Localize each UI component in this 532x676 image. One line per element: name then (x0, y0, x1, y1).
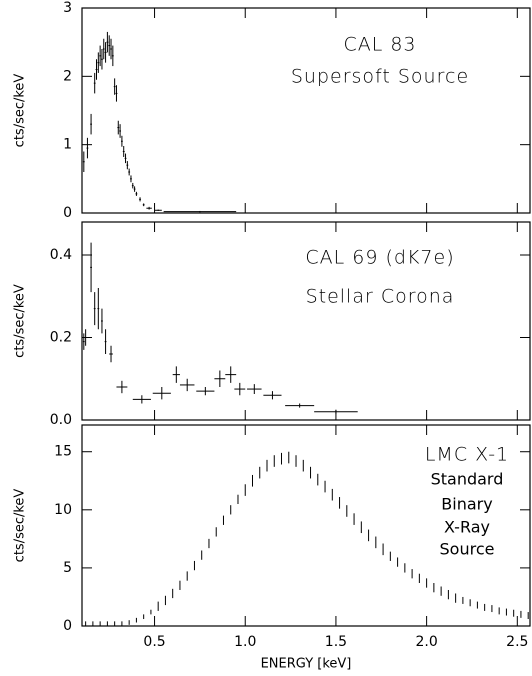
axes-frame (81, 7, 531, 214)
x-tick-label: 1.0 (234, 634, 256, 650)
annotation: LMC X-1 (425, 444, 509, 466)
y-tick-label: 0.2 (50, 330, 72, 346)
annotation: Standard (431, 470, 504, 489)
annotation: CAL 83 (343, 34, 416, 56)
annotation: Stellar Corona (306, 286, 455, 308)
y-tick-label: 15 (54, 444, 72, 460)
x-tick-label: 1.5 (325, 634, 347, 650)
y-tick-label: 1 (63, 137, 72, 153)
axes-frame (81, 221, 531, 421)
y-axis-label: cts/sec/keV (13, 489, 28, 563)
annotation: Supersoft Source (291, 66, 469, 88)
y-tick-label: 0.4 (50, 247, 72, 263)
annotation: Source (440, 540, 495, 559)
y-axis-label: cts/sec/keV (13, 284, 28, 358)
y-tick-label: 3 (63, 0, 72, 16)
y-tick-label: 10 (54, 502, 72, 518)
annotation: CAL 69 (dK7e) (305, 247, 454, 269)
x-tick-label: 0.5 (143, 634, 165, 650)
y-tick-label: 2 (63, 68, 72, 84)
y-tick-label: 0.0 (50, 412, 72, 428)
y-tick-label: 5 (63, 560, 72, 576)
axes-frame (81, 424, 531, 627)
x-tick-label: 2.5 (506, 634, 528, 650)
x-axis-label: ENERGY [keV] (261, 657, 352, 672)
y-tick-label: 0 (63, 618, 72, 634)
x-tick-label: 2.0 (415, 634, 437, 650)
annotation: X-Ray (444, 518, 490, 537)
annotation: Binary (441, 495, 492, 514)
y-axis-label: cts/sec/keV (13, 74, 28, 148)
y-tick-label: 0 (63, 205, 72, 221)
